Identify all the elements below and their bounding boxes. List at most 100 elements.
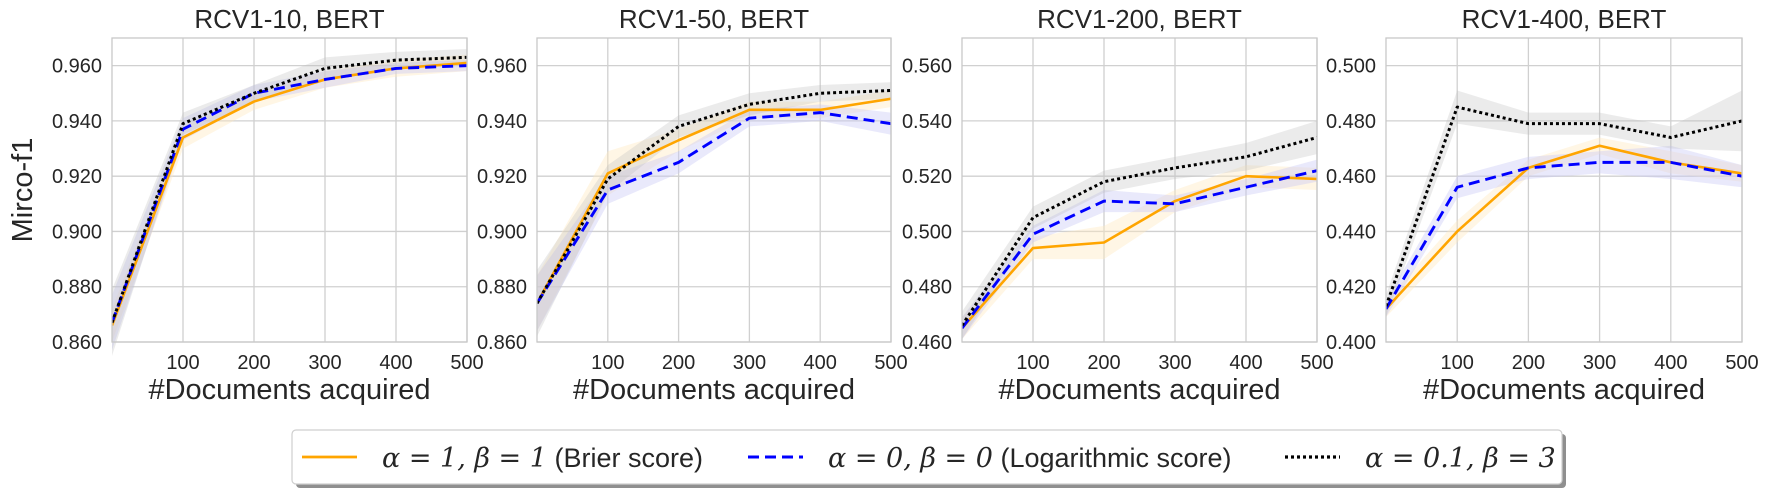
series-line-custom bbox=[1386, 105, 1742, 307]
x-tick-label: 500 bbox=[874, 352, 907, 374]
y-tick-label: 0.860 bbox=[52, 332, 102, 354]
series-line-brier bbox=[537, 97, 891, 304]
y-tick-label: 0.940 bbox=[477, 111, 527, 133]
plot-area bbox=[537, 38, 891, 342]
y-tick-label: 0.960 bbox=[477, 56, 527, 78]
legend-entry-brier: α = 1, β = 1 (Brier score) bbox=[382, 443, 703, 474]
plot-frame bbox=[536, 37, 892, 343]
x-tick-label: 500 bbox=[1725, 352, 1758, 374]
series-lines bbox=[1386, 105, 1742, 310]
x-tick-label: 300 bbox=[1158, 352, 1191, 374]
y-tick-label: 0.480 bbox=[1326, 111, 1376, 133]
x-tick-label: 100 bbox=[166, 352, 199, 374]
y-tick-label: 0.900 bbox=[52, 221, 102, 243]
band-custom bbox=[962, 120, 1317, 340]
x-tick-label: 500 bbox=[450, 352, 483, 374]
x-axis-label: #Documents acquired bbox=[573, 374, 855, 406]
x-tick-label: 300 bbox=[1583, 352, 1616, 374]
y-tick-label: 0.560 bbox=[902, 56, 952, 78]
series-line-brier bbox=[962, 174, 1317, 330]
band-brier bbox=[962, 165, 1317, 340]
band-brier bbox=[1386, 137, 1742, 318]
band-custom bbox=[1386, 90, 1742, 318]
plot-frame bbox=[1385, 37, 1743, 343]
legend-entry-log: α = 0, β = 0 (Logarithmic score) bbox=[828, 443, 1232, 474]
legend-box bbox=[291, 429, 1563, 485]
series-line-custom bbox=[112, 55, 467, 324]
y-tick-label: 0.520 bbox=[902, 166, 952, 188]
panel-title: RCV1-400, BERT bbox=[1462, 4, 1667, 34]
y-tick-label: 0.540 bbox=[902, 111, 952, 133]
x-tick-label: 400 bbox=[379, 352, 412, 374]
x-axis-label: #Documents acquired bbox=[148, 374, 430, 406]
y-tick-label: 0.860 bbox=[477, 332, 527, 354]
panel-title: RCV1-50, BERT bbox=[619, 4, 809, 34]
plot-area bbox=[962, 38, 1317, 342]
x-tick-label: 300 bbox=[308, 352, 341, 374]
x-tick-label: 100 bbox=[1441, 352, 1474, 374]
legend-label: (Logarithmic score) bbox=[993, 443, 1232, 473]
y-tick-label: 0.900 bbox=[477, 221, 527, 243]
y-tick-label: 0.920 bbox=[477, 166, 527, 188]
series-line-brier bbox=[1386, 144, 1742, 310]
x-tick-label: 100 bbox=[1016, 352, 1049, 374]
y-tick-label: 0.960 bbox=[52, 56, 102, 78]
x-axis-label: #Documents acquired bbox=[1423, 374, 1705, 406]
x-tick-label: 200 bbox=[662, 352, 695, 374]
series-lines bbox=[962, 136, 1317, 330]
legend-label: (Brier score) bbox=[547, 443, 703, 473]
panel-1: 100 200 300 400 500 0.860 0.880 0.900 0.920 0.940… bbox=[7, 4, 484, 406]
series-line-log bbox=[112, 64, 467, 324]
y-tick-label: 0.460 bbox=[1326, 166, 1376, 188]
y-axis-label: Mirco-f1 bbox=[7, 138, 39, 243]
gridlines bbox=[112, 38, 468, 343]
legend-entry-custom: α = 0.1, β = 3 bbox=[1365, 443, 1556, 474]
legend-math: α = 0, β = 0 bbox=[828, 443, 993, 474]
x-tick-label: 200 bbox=[1512, 352, 1545, 374]
panel-title: RCV1-200, BERT bbox=[1037, 4, 1242, 34]
legend: α = 1, β = 1 (Brier score) α = 0, β = 0 (… bbox=[291, 429, 1566, 488]
x-tick-label: 400 bbox=[1654, 352, 1687, 374]
y-tick-label: 0.460 bbox=[902, 332, 952, 354]
x-tick-label: 500 bbox=[1300, 352, 1333, 374]
band-log bbox=[1386, 145, 1742, 318]
series-lines bbox=[537, 89, 891, 305]
x-axis-label: #Documents acquired bbox=[998, 374, 1280, 406]
panel-4: 100 200 300 400 500 0.400 0.420 0.440 0.460 0.480… bbox=[1326, 4, 1759, 406]
y-tick-label: 0.880 bbox=[477, 277, 527, 299]
series-line-log bbox=[962, 169, 1317, 330]
y-tick-label: 0.500 bbox=[1326, 56, 1376, 78]
y-tick-label: 0.920 bbox=[52, 166, 102, 188]
band-brier bbox=[537, 90, 891, 331]
legend-math: α = 1, β = 1 bbox=[382, 443, 547, 474]
plot-frame bbox=[111, 37, 468, 343]
series-line-log bbox=[537, 111, 891, 305]
y-tick-label: 0.440 bbox=[1326, 221, 1376, 243]
legend-math: α = 0.1, β = 3 bbox=[1365, 443, 1556, 474]
x-tick-label: 200 bbox=[237, 352, 270, 374]
series-lines bbox=[112, 55, 467, 326]
panel-title: RCV1-10, BERT bbox=[194, 4, 384, 34]
plot-frame bbox=[961, 37, 1318, 343]
x-tick-label: 200 bbox=[1087, 352, 1120, 374]
band-brier bbox=[112, 54, 467, 342]
y-tick-label: 0.400 bbox=[1326, 332, 1376, 354]
x-tick-label: 100 bbox=[591, 352, 624, 374]
plot-area bbox=[1386, 38, 1742, 342]
x-tick-label: 300 bbox=[733, 352, 766, 374]
x-tick-label: 400 bbox=[804, 352, 837, 374]
y-tick-label: 0.420 bbox=[1326, 277, 1376, 299]
panel-2: 100 200 300 400 500 0.860 0.880 0.900 0.920 0.940… bbox=[477, 4, 908, 406]
y-tick-label: 0.480 bbox=[902, 277, 952, 299]
panel-3: 100 200 300 400 500 0.460 0.480 0.500 0.520 0.540… bbox=[902, 4, 1334, 406]
series-line-brier bbox=[112, 61, 467, 326]
band-log bbox=[537, 104, 891, 331]
x-tick-label: 400 bbox=[1229, 352, 1262, 374]
band-custom bbox=[112, 49, 467, 356]
plot-area bbox=[112, 38, 467, 342]
y-tick-label: 0.500 bbox=[902, 221, 952, 243]
y-tick-label: 0.940 bbox=[52, 111, 102, 133]
y-tick-label: 0.880 bbox=[52, 277, 102, 299]
